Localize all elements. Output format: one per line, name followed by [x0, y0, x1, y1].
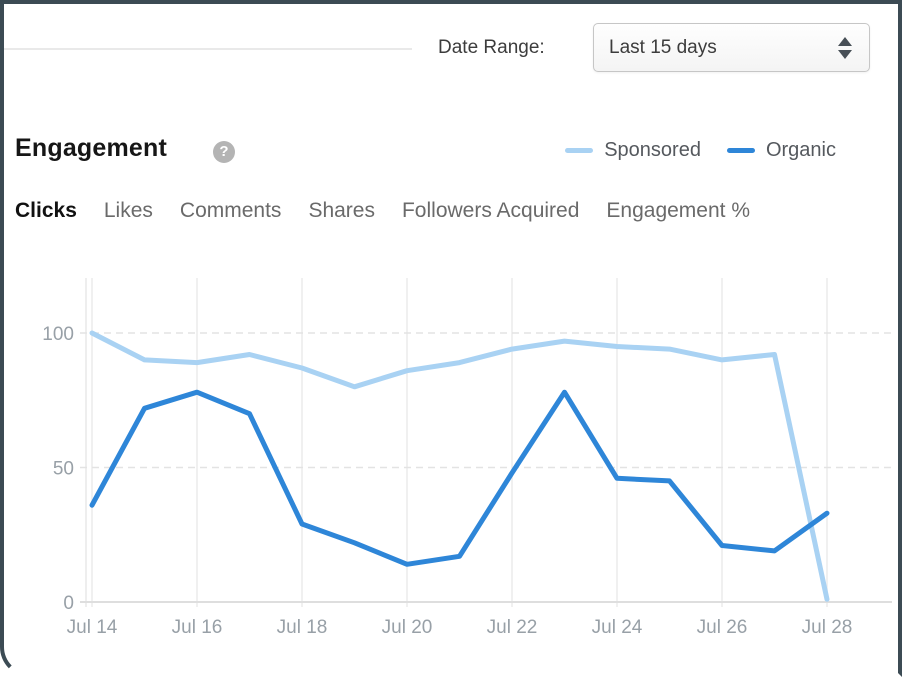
- sponsored-line-swatch: [565, 148, 594, 153]
- tab-shares[interactable]: Shares: [308, 199, 375, 222]
- sponsored-line: [89, 330, 830, 602]
- x-tick-label: Jul 14: [67, 617, 118, 638]
- chart-legend: Sponsored Organic: [565, 139, 836, 162]
- x-tick-label: Jul 16: [172, 617, 223, 638]
- legend-item-sponsored: Sponsored: [565, 139, 701, 162]
- tab-engagement-percent[interactable]: Engagement %: [606, 199, 751, 222]
- x-tick-label: Jul 24: [592, 617, 643, 638]
- date-range-label: Date Range:: [438, 37, 545, 58]
- legend-item-organic: Organic: [726, 139, 836, 162]
- organic-line-swatch: [726, 148, 755, 153]
- help-icon[interactable]: ?: [213, 141, 235, 163]
- date-range-select[interactable]: Last 15 days: [593, 23, 870, 72]
- select-updown-icon: [838, 36, 852, 59]
- x-tick-label: Jul 22: [487, 617, 538, 638]
- organic-line: [89, 389, 830, 567]
- x-tick-label: Jul 26: [697, 617, 748, 638]
- tab-comments[interactable]: Comments: [179, 199, 282, 222]
- y-tick-label: 50: [53, 459, 74, 480]
- chevron-down-icon: [838, 49, 852, 59]
- y-tick-label: 100: [42, 324, 74, 345]
- chevron-up-icon: [838, 36, 852, 46]
- x-tick-label: Jul 18: [277, 617, 328, 638]
- tab-likes[interactable]: Likes: [103, 199, 153, 222]
- tab-followers-acquired[interactable]: Followers Acquired: [401, 199, 580, 222]
- engagement-metric-tabs: Clicks Likes Comments Shares Followers A…: [15, 199, 750, 223]
- date-range-selected-value: Last 15 days: [609, 36, 717, 58]
- page-title: Engagement: [15, 134, 168, 162]
- top-divider: [4, 48, 412, 50]
- tab-clicks[interactable]: Clicks: [15, 199, 77, 222]
- x-tick-label: Jul 20: [382, 617, 433, 638]
- legend-label: Organic: [765, 139, 836, 161]
- legend-label: Sponsored: [604, 139, 701, 161]
- y-tick-label: 0: [63, 593, 74, 614]
- x-tick-label: Jul 28: [802, 617, 853, 638]
